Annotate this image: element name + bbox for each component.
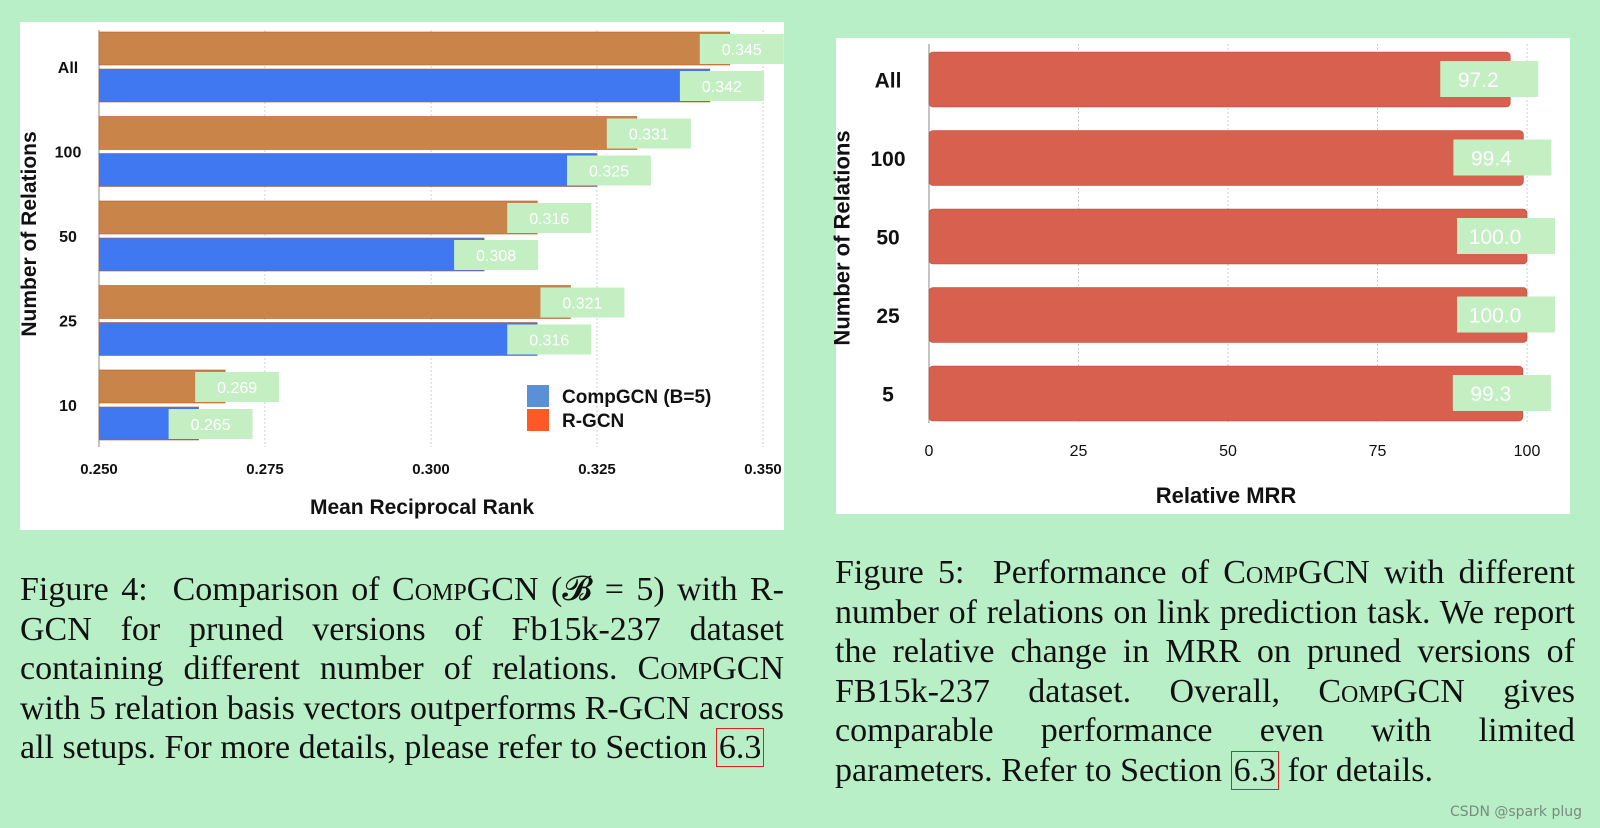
figure-5-svg: 0 25 50 75 100 97.2 All 99.4 100 100.0 50 100.0 25 99… bbox=[830, 44, 1555, 508]
bar-rgcn-25 bbox=[98, 285, 571, 319]
bar-rgcn-all bbox=[98, 31, 731, 66]
bar-compgcn-25 bbox=[98, 322, 538, 356]
x-tick-label: 50 bbox=[1219, 443, 1237, 460]
y-tick-label-100: 100 bbox=[870, 148, 905, 171]
data-label-box bbox=[454, 240, 539, 270]
y-tick-label-100: 100 bbox=[55, 145, 82, 162]
figure-4-svg: 0.250 0.275 0.300 0.325 0.350 0.345 0.342 All 0.… bbox=[18, 30, 784, 519]
y-tick-label-25: 25 bbox=[876, 305, 900, 328]
y-tick-label-5: 5 bbox=[882, 384, 894, 407]
bar-rgcn-100 bbox=[98, 116, 638, 150]
x-tick-label: 0.275 bbox=[246, 461, 284, 478]
x-axis-title: Mean Reciprocal Rank bbox=[310, 496, 534, 519]
data-label-box bbox=[699, 34, 784, 64]
bar-25 bbox=[928, 287, 1528, 343]
caption-brand: CompGCN bbox=[637, 650, 784, 687]
bar-rgcn-50 bbox=[98, 200, 538, 235]
x-tick-label: 100 bbox=[1514, 443, 1541, 460]
data-label: 0.325 bbox=[589, 164, 629, 181]
caption-text: Comparison of bbox=[172, 571, 393, 608]
y-tick-label-25: 25 bbox=[59, 314, 77, 331]
data-label-box bbox=[1452, 375, 1551, 411]
caption-brand: CompGCN bbox=[1223, 554, 1370, 591]
watermark: CSDN @spark plug bbox=[1450, 804, 1582, 820]
data-label-box bbox=[540, 287, 625, 318]
x-tick-label: 75 bbox=[1369, 443, 1387, 460]
data-label: 100.0 bbox=[1469, 305, 1522, 328]
data-label-box bbox=[1440, 61, 1539, 97]
y-tick-label-all: All bbox=[875, 70, 902, 93]
data-label: 97.2 bbox=[1458, 69, 1499, 92]
y-axis-title: Number of Relations bbox=[830, 130, 855, 345]
y-tick-label-10: 10 bbox=[59, 398, 77, 415]
x-tick-label: 25 bbox=[1070, 443, 1088, 460]
section-reference-link[interactable]: 6.3 bbox=[1230, 750, 1280, 790]
y-tick-label-all: All bbox=[58, 60, 78, 77]
data-label-box bbox=[1453, 139, 1552, 176]
caption-text: with 5 relation basis vectors outperform… bbox=[20, 689, 784, 767]
legend-label-r-gcn: R-GCN bbox=[562, 411, 624, 432]
data-label-box bbox=[1457, 218, 1555, 254]
data-label: 0.331 bbox=[629, 127, 669, 144]
y-tick-label-50: 50 bbox=[59, 229, 77, 246]
data-label-box bbox=[507, 203, 592, 233]
bar-5 bbox=[928, 365, 1524, 422]
bar-compgcn-50 bbox=[98, 237, 485, 272]
data-label: 99.3 bbox=[1470, 383, 1511, 406]
figure-4-chart: 0.250 0.275 0.300 0.325 0.350 0.345 0.342 All 0.… bbox=[18, 22, 784, 530]
y-axis-title: Number of Relations bbox=[18, 131, 41, 336]
y-tick-label-50: 50 bbox=[876, 227, 899, 250]
bar-all bbox=[928, 51, 1511, 108]
figure-5-chart: 0 25 50 75 100 97.2 All 99.4 100 100.0 50 100.0 25 99… bbox=[830, 38, 1570, 514]
data-label: 0.316 bbox=[529, 211, 569, 228]
bar-100 bbox=[928, 130, 1524, 186]
caption-brand: CompGCN bbox=[1318, 672, 1465, 710]
data-label-box bbox=[1457, 296, 1555, 333]
legend-swatch-r-gcn bbox=[527, 409, 549, 431]
figure-4-label: Figure 4: bbox=[20, 571, 148, 608]
x-axis-title: Relative MRR bbox=[1156, 483, 1297, 508]
data-label: 0.345 bbox=[722, 42, 762, 59]
x-tick-label: 0.300 bbox=[412, 461, 450, 478]
x-tick-label: 0 bbox=[925, 443, 934, 460]
section-reference-link[interactable]: 6.3 bbox=[715, 728, 765, 767]
x-tick-label: 0.350 bbox=[744, 461, 782, 478]
data-label-box bbox=[606, 118, 691, 149]
caption-text: (𝓑 = 5) with R-GCN for pruned versions o… bbox=[20, 571, 784, 687]
x-tick-label: 0.325 bbox=[578, 461, 616, 478]
caption-brand: CompGCN bbox=[392, 571, 539, 608]
caption-text: Performance of bbox=[992, 554, 1224, 591]
bar-compgcn-100 bbox=[98, 153, 598, 187]
data-label: 0.308 bbox=[476, 248, 516, 265]
figure-5-label: Figure 5: bbox=[835, 554, 965, 591]
caption-text: with different number of relations on li… bbox=[835, 554, 1576, 710]
data-label-box bbox=[507, 324, 592, 355]
data-label: 0.342 bbox=[702, 79, 742, 96]
data-label: 99.4 bbox=[1471, 148, 1512, 171]
x-tick-label: 0.250 bbox=[80, 461, 118, 478]
figure-5-caption: Figure 5: Performance of CompGCN with di… bbox=[835, 553, 1575, 790]
caption-text: gives comparable performance even with l… bbox=[835, 672, 1575, 789]
data-label: 0.316 bbox=[529, 333, 569, 350]
bar-50 bbox=[928, 208, 1528, 265]
data-label: 0.265 bbox=[191, 417, 231, 434]
legend-swatch-compgcn-b-5 bbox=[527, 385, 549, 407]
bar-compgcn-all bbox=[98, 68, 711, 103]
data-label-box bbox=[679, 71, 764, 101]
figure-4-caption: Figure 4: Comparison of CompGCN (𝓑 = 5) … bbox=[20, 570, 784, 768]
data-label: 100.0 bbox=[1469, 226, 1522, 249]
data-label: 0.269 bbox=[217, 380, 257, 397]
caption-text: for details. bbox=[1279, 751, 1433, 789]
data-label: 0.321 bbox=[562, 296, 602, 313]
legend-label-compgcn-b-5: CompGCN (B=5) bbox=[562, 387, 711, 408]
data-label-box bbox=[567, 155, 651, 186]
data-label-box bbox=[168, 409, 253, 439]
data-label-box bbox=[195, 372, 280, 402]
